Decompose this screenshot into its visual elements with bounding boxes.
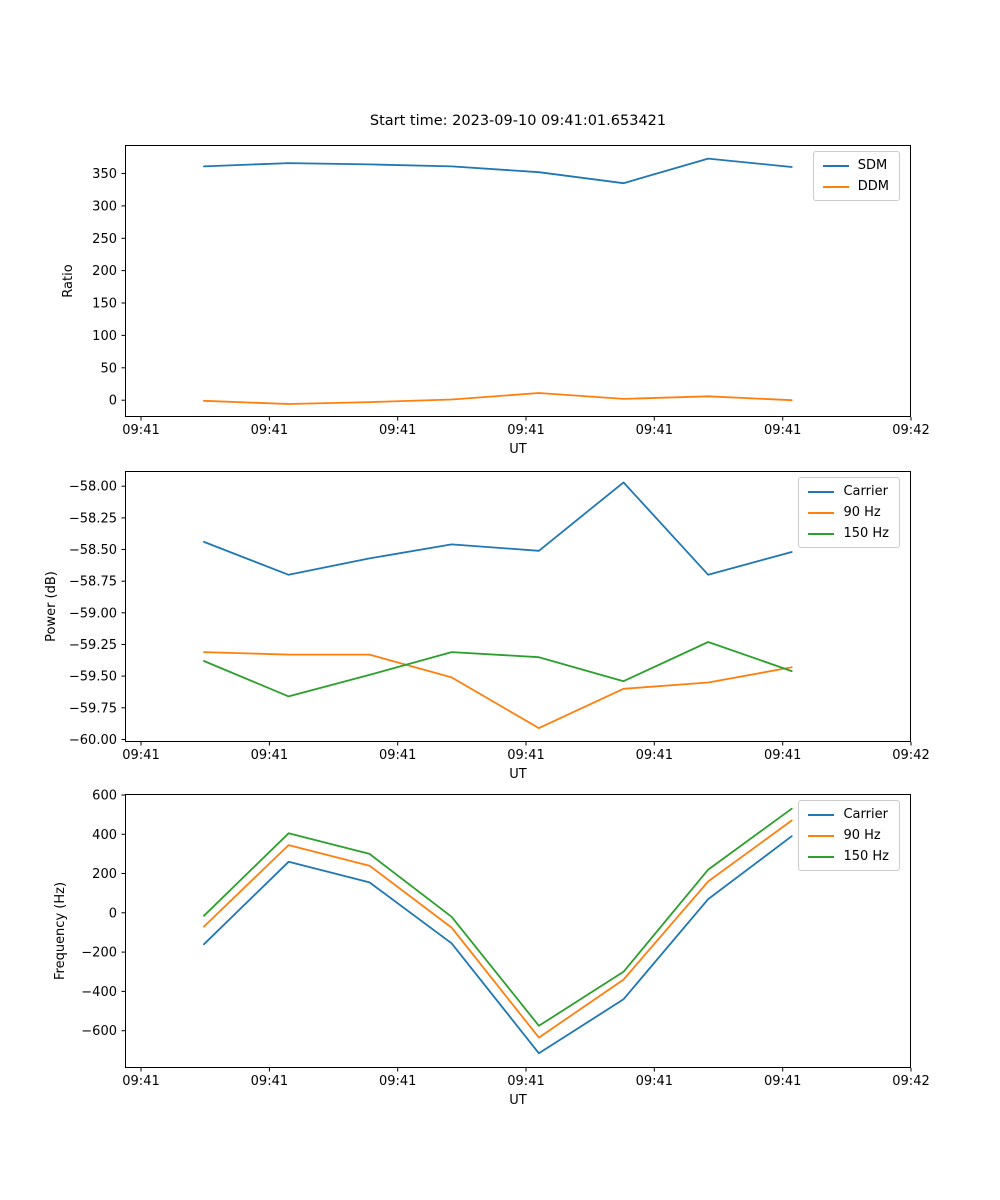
axes-spines (125, 794, 911, 1068)
axes-spines (125, 145, 911, 417)
legend-label: DDM (857, 179, 889, 194)
figure-title: Start time: 2023-09-10 09:41:01.653421 (369, 113, 667, 129)
series-line-carrier (203, 481, 793, 576)
x-tick-label: 09:41 (636, 423, 673, 438)
legend-line-swatch (822, 164, 849, 167)
legend-label: 150 Hz (843, 849, 889, 864)
ratio-plot-panel: 09:41 09:41 09:41 09:41 09:41 09:41 09:42 0 50 10… (61, 145, 930, 457)
y-axis-label: Power (dB) (44, 571, 59, 642)
x-tick-label: 09:41 (636, 748, 673, 763)
y-tick-label: 150 (92, 297, 117, 312)
legend-label: Carrier (843, 484, 888, 499)
x-tick-label: 09:41 (251, 748, 288, 763)
y-tick-label: 400 (92, 828, 117, 843)
x-tick-label: 09:41 (764, 1074, 801, 1089)
x-axis-label: UT (509, 442, 527, 457)
x-tick-label: 09:42 (892, 748, 929, 763)
power-plot-legend: Carrier 90 Hz 150 Hz (798, 477, 900, 548)
y-tick-label: −59.50 (69, 670, 117, 685)
ratio-plot-legend: SDM DDM (812, 151, 900, 201)
y-tick-label: −59.25 (69, 638, 117, 653)
frequency-plot-panel: 09:41 09:41 09:41 09:41 09:41 09:41 09:42 600 40… (53, 789, 930, 1109)
legend-item: 90 Hz (808, 828, 889, 843)
x-tick-label: 09:41 (764, 748, 801, 763)
legend-item: 150 Hz (808, 526, 889, 541)
ratio-plot: 09:41 09:41 09:41 09:41 09:41 09:41 09:42 0 50 10… (61, 145, 930, 457)
series-line-ddm (203, 392, 793, 405)
legend-item: DDM (822, 179, 889, 194)
x-tick-label: 09:41 (379, 748, 416, 763)
y-tick-label: −600 (81, 1024, 117, 1039)
x-tick-label: 09:41 (379, 423, 416, 438)
y-tick-label: −58.25 (69, 511, 117, 526)
legend-label: Carrier (843, 807, 888, 822)
x-tick-label: 09:41 (122, 748, 159, 763)
legend-item: SDM (822, 158, 889, 173)
x-tick-label: 09:41 (507, 748, 544, 763)
y-tick-label: −58.00 (69, 480, 117, 495)
legend-line-swatch (808, 511, 835, 514)
x-tick-label: 09:41 (122, 423, 159, 438)
y-tick-label: 0 (109, 906, 117, 921)
series-line-90-hz (203, 651, 793, 730)
y-tick-label: −59.00 (69, 606, 117, 621)
x-tick-label: 09:41 (122, 1074, 159, 1089)
y-tick-label: 100 (92, 329, 117, 344)
x-tick-label: 09:41 (251, 1074, 288, 1089)
y-tick-label: −59.75 (69, 701, 117, 716)
legend-line-swatch (808, 490, 835, 493)
power-plot-panel: 09:41 09:41 09:41 09:41 09:41 09:41 09:42 −58.0… (44, 471, 930, 782)
legend-item: Carrier (808, 484, 889, 499)
legend-item: 150 Hz (808, 849, 889, 864)
power-plot: 09:41 09:41 09:41 09:41 09:41 09:41 09:42 −58.0… (44, 471, 930, 782)
legend-line-swatch (808, 813, 835, 816)
series-line-sdm (203, 157, 793, 185)
x-tick-label: 09:41 (636, 1074, 673, 1089)
legend-line-swatch (808, 532, 835, 535)
y-axis-label: Ratio (61, 264, 76, 297)
series-line-carrier (203, 835, 793, 1055)
series-line-150-hz (203, 807, 793, 1027)
legend-item: Carrier (808, 807, 889, 822)
y-tick-label: 300 (92, 199, 117, 214)
x-tick-label: 09:41 (764, 423, 801, 438)
x-tick-label: 09:41 (251, 423, 288, 438)
y-axis-label: Frequency (Hz) (53, 882, 68, 980)
y-tick-label: 350 (92, 167, 117, 182)
x-tick-label: 09:41 (379, 1074, 416, 1089)
legend-line-swatch (822, 185, 849, 188)
legend-label: 90 Hz (843, 828, 881, 843)
y-tick-label: −60.00 (69, 733, 117, 748)
y-tick-label: 50 (100, 361, 117, 376)
y-tick-label: −58.75 (69, 575, 117, 590)
series-line-150-hz (203, 641, 793, 698)
y-tick-label: −58.50 (69, 543, 117, 558)
x-axis-label: UT (509, 1093, 527, 1108)
y-tick-label: 600 (92, 789, 117, 804)
y-tick-label: 200 (92, 264, 117, 279)
frequency-plot-legend: Carrier 90 Hz 150 Hz (798, 800, 900, 871)
y-tick-label: −200 (81, 946, 117, 961)
legend-label: 90 Hz (843, 505, 881, 520)
axes-spines (125, 471, 911, 742)
legend-item: 90 Hz (808, 505, 889, 520)
y-tick-label: 200 (92, 867, 117, 882)
y-tick-label: 250 (92, 232, 117, 247)
legend-label: SDM (857, 158, 888, 173)
series-line-90-hz (203, 819, 793, 1039)
frequency-plot: 09:41 09:41 09:41 09:41 09:41 09:41 09:42 600 40… (53, 789, 930, 1109)
legend-label: 150 Hz (843, 526, 889, 541)
legend-line-swatch (808, 834, 835, 837)
x-tick-label: 09:41 (507, 1074, 544, 1089)
x-axis-label: UT (509, 767, 527, 782)
x-tick-label: 09:41 (507, 423, 544, 438)
x-tick-label: 09:42 (892, 423, 929, 438)
y-tick-label: 0 (109, 394, 117, 409)
x-tick-label: 09:42 (892, 1074, 929, 1089)
y-tick-label: −400 (81, 985, 117, 1000)
legend-line-swatch (808, 855, 835, 858)
